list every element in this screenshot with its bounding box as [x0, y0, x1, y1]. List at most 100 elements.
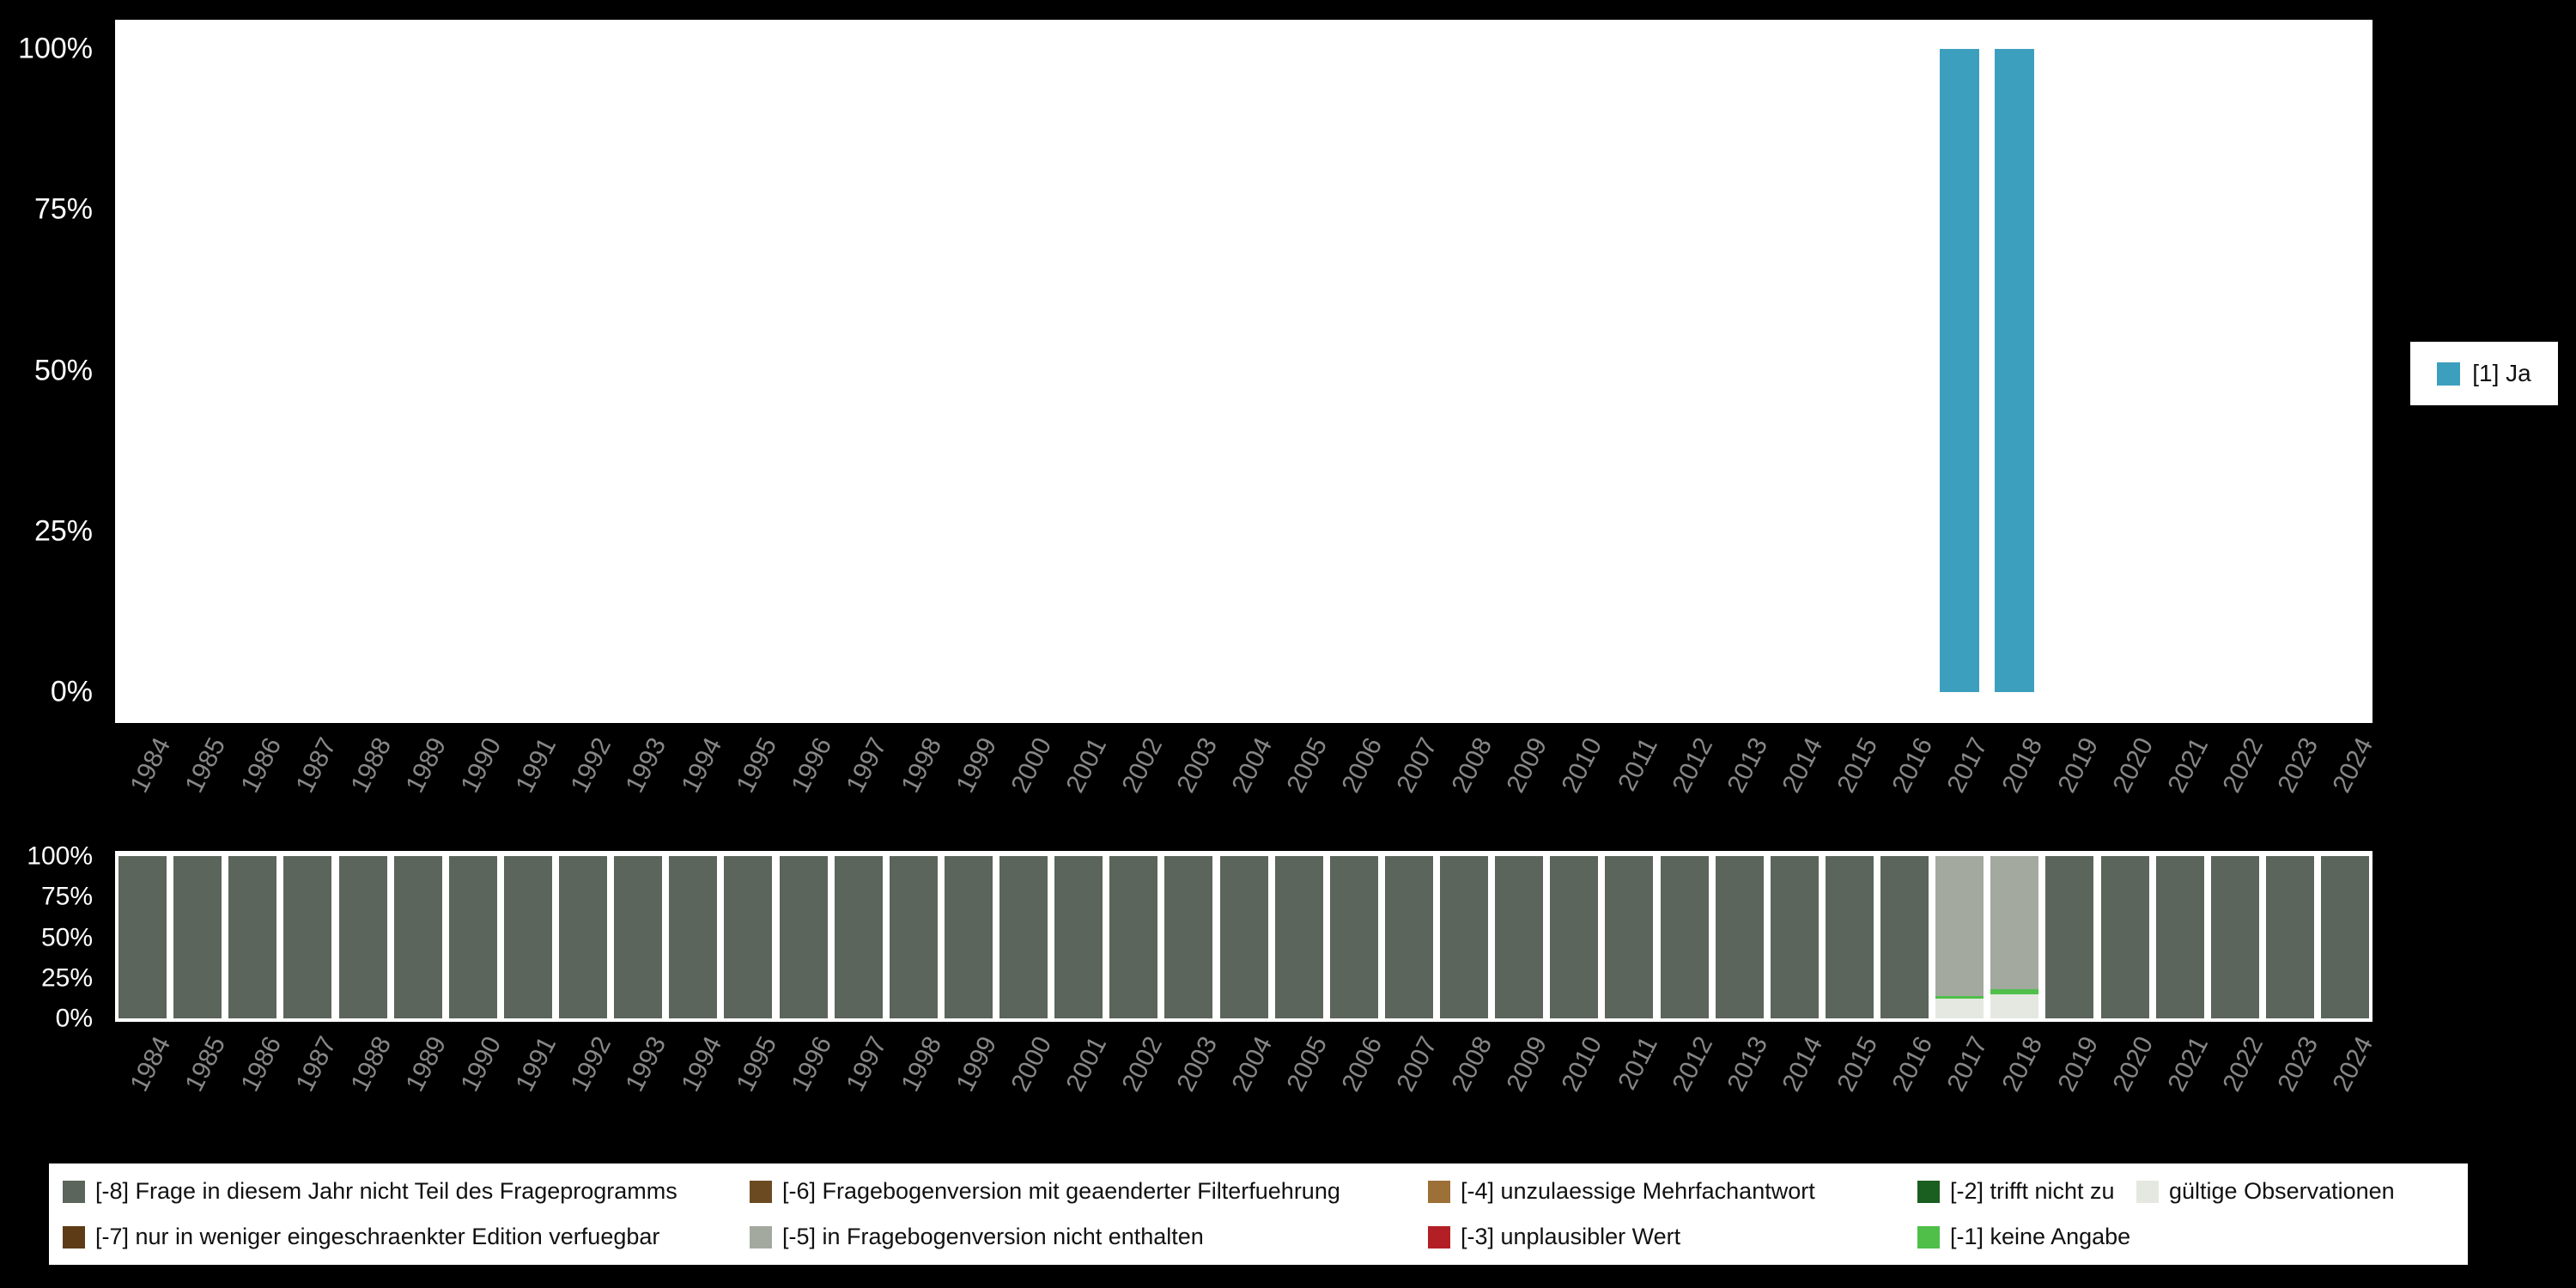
x-tick-label-frequencies-1990: 1990: [455, 733, 507, 798]
x-tick-label-frequencies-2009: 2009: [1501, 733, 1553, 798]
bar-missings-2018: [1990, 856, 2039, 1018]
x-tick-label-missings-2003: 2003: [1171, 1032, 1223, 1097]
bar-missings-2007: [1384, 856, 1433, 1018]
missings-x-axis: 1984 1985 1986 1987 1988 1989 1990 1991 1992 1993…: [115, 1032, 2379, 1161]
bar-missings-2014: [1770, 856, 1819, 1018]
x-tick-label-missings-1991: 1991: [510, 1032, 562, 1097]
x-tick-label-frequencies-2011: 2011: [1613, 733, 1663, 796]
bar-missings-2022: [2210, 856, 2259, 1018]
bar-missings-2000: [999, 856, 1048, 1018]
frequencies-x-axis: 1984 1985 1986 1987 1988 1989 1990 1991 1992 1993…: [115, 733, 2379, 862]
legend-swatch-m4: [1428, 1180, 1450, 1203]
bar-missings-2024: [2320, 856, 2369, 1018]
legend-swatch-valid: [2136, 1180, 2159, 1203]
bar-segment-m1: [1935, 995, 1984, 999]
legend-label-ja: [1] Ja: [2472, 360, 2531, 386]
bar-segment-ja: [1940, 49, 1980, 692]
x-tick-label-frequencies-1989: 1989: [400, 733, 453, 798]
legend-label-m7: [-7] nur in weniger eingeschraenkter Edi…: [95, 1224, 660, 1249]
bar-missings-1999: [944, 856, 993, 1018]
bar-missings-2001: [1054, 856, 1103, 1018]
x-tick-label-missings-1985: 1985: [179, 1032, 232, 1097]
x-tick-label-frequencies-1999: 1999: [951, 733, 1003, 798]
bar-segment-m5: [1990, 856, 2039, 989]
x-tick-label-missings-1990: 1990: [455, 1032, 507, 1097]
y-tick-label-frequencies-0: 0%: [50, 675, 93, 708]
x-tick-label-missings-1994: 1994: [675, 1032, 727, 1097]
legend-swatch-m6: [750, 1180, 772, 1203]
bar-segment-m1: [1990, 988, 2039, 994]
legend-label-m2: [-2] trifft nicht zu: [1950, 1178, 2115, 1204]
bar-segment-m8: [669, 856, 718, 1018]
legend-label-m5: [-5] in Fragebogenversion nicht enthalte…: [782, 1224, 1204, 1249]
x-tick-label-frequencies-2021: 2021: [2162, 733, 2214, 798]
bar-segment-m8: [889, 856, 938, 1018]
x-tick-label-missings-2012: 2012: [1667, 1032, 1718, 1097]
bar-missings-2013: [1715, 856, 1764, 1018]
x-tick-label-missings-2002: 2002: [1115, 1032, 1168, 1097]
x-tick-label-frequencies-1995: 1995: [731, 733, 782, 798]
legend-item-m4: [-4] unzulaessige Mehrfachantwort: [1428, 1178, 1917, 1205]
bar-segment-m8: [2210, 856, 2259, 1018]
bar-missings-2009: [1495, 856, 1544, 1018]
bar-segment-valid: [1990, 993, 2039, 1018]
legend-swatch-m7: [63, 1225, 85, 1249]
bar-missings-2005: [1274, 856, 1323, 1018]
bar-segment-valid: [1935, 999, 1984, 1019]
legend-label-m4: [-4] unzulaessige Mehrfachantwort: [1461, 1178, 1815, 1204]
bar-segment-m5: [1935, 856, 1984, 996]
bar-missings-1992: [559, 856, 607, 1018]
bar-missings-1994: [669, 856, 718, 1018]
bar-segment-m8: [1384, 856, 1433, 1018]
bar-segment-m8: [448, 856, 497, 1018]
legend-swatch-m5: [750, 1225, 772, 1249]
x-tick-label-missings-2017: 2017: [1941, 1032, 1994, 1097]
legend-label-m3: [-3] unplausibler Wert: [1461, 1224, 1681, 1249]
x-tick-label-missings-1988: 1988: [345, 1032, 397, 1097]
y-tick-label-missings-25: 25%: [40, 963, 93, 993]
bar-segment-m8: [503, 856, 552, 1018]
legend-item-m6: [-6] Fragebogenversion mit geaenderter F…: [750, 1178, 1428, 1205]
bar-segment-m8: [944, 856, 993, 1018]
bar-segment-m8: [1770, 856, 1819, 1018]
x-tick-label-frequencies-2003: 2003: [1171, 733, 1223, 798]
x-tick-label-missings-1998: 1998: [896, 1032, 948, 1097]
bar-missings-1993: [614, 856, 663, 1018]
y-tick-label-missings-75: 75%: [40, 882, 93, 911]
x-tick-label-missings-2004: 2004: [1226, 1032, 1278, 1097]
x-tick-label-frequencies-2001: 2001: [1060, 733, 1113, 798]
x-tick-label-frequencies-2004: 2004: [1226, 733, 1278, 798]
y-tick-label-missings-100: 100%: [27, 841, 93, 871]
x-tick-label-frequencies-2013: 2013: [1722, 733, 1773, 798]
bar-missings-2012: [1660, 856, 1709, 1018]
legend-swatch-m1: [1917, 1225, 1940, 1249]
x-tick-label-frequencies-2007: 2007: [1391, 733, 1443, 798]
frequencies-legend: [1] Ja: [2410, 342, 2558, 405]
x-tick-label-missings-2014: 2014: [1777, 1032, 1829, 1097]
bar-missings-1985: [173, 856, 222, 1018]
x-tick-label-frequencies-1988: 1988: [345, 733, 397, 798]
bar-missings-2006: [1329, 856, 1378, 1018]
bar-segment-m8: [1054, 856, 1103, 1018]
x-tick-label-frequencies-2016: 2016: [1886, 733, 1939, 798]
bar-segment-m8: [1329, 856, 1378, 1018]
missings-chart: 100% 75% 50% 25% 0% 1984 1985 1986 1987 1988 1989…: [27, 842, 2379, 1097]
x-tick-label-missings-2018: 2018: [1996, 1032, 2049, 1097]
x-tick-label-missings-2023: 2023: [2272, 1032, 2324, 1097]
legend-label-valid: gültige Observationen: [2169, 1178, 2395, 1204]
bar-segment-m8: [1109, 856, 1158, 1018]
bar-segment-m8: [118, 856, 167, 1018]
x-tick-label-frequencies-2010: 2010: [1556, 733, 1608, 798]
x-tick-label-frequencies-2006: 2006: [1336, 733, 1388, 798]
bar-missings-1996: [779, 856, 828, 1018]
bar-segment-ja: [1995, 49, 2035, 692]
x-tick-label-frequencies-2002: 2002: [1115, 733, 1168, 798]
x-tick-label-frequencies-2018: 2018: [1996, 733, 2049, 798]
bar-segment-m8: [724, 856, 773, 1018]
x-tick-label-frequencies-2023: 2023: [2272, 733, 2324, 798]
bar-segment-m8: [1495, 856, 1544, 1018]
x-tick-label-frequencies-1996: 1996: [786, 733, 837, 798]
bar-segment-m8: [1164, 856, 1213, 1018]
bar-missings-2002: [1109, 856, 1158, 1018]
